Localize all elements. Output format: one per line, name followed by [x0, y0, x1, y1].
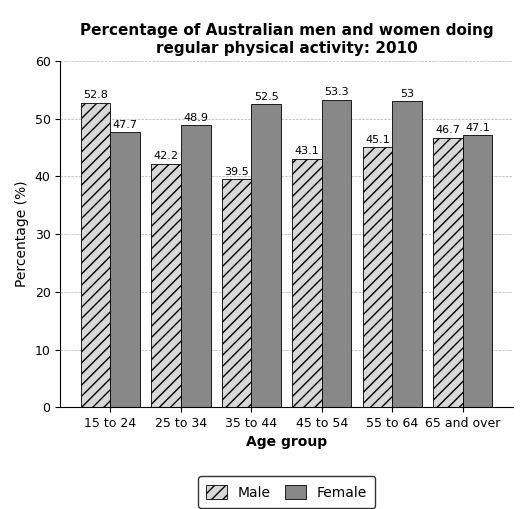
Y-axis label: Percentage (%): Percentage (%) [15, 181, 29, 288]
Bar [463, 135, 493, 407]
Text: 42.2: 42.2 [154, 152, 178, 161]
Bar [251, 104, 281, 407]
Bar [322, 100, 352, 407]
Text: 45.1: 45.1 [365, 135, 390, 145]
Text: 43.1: 43.1 [295, 146, 319, 156]
Legend: Male, Female: Male, Female [198, 476, 375, 508]
X-axis label: Age group: Age group [246, 436, 327, 449]
Text: 53: 53 [400, 89, 414, 99]
Bar [433, 138, 463, 407]
Text: 39.5: 39.5 [224, 167, 249, 177]
Bar [392, 101, 422, 407]
Bar [110, 132, 140, 407]
Text: 47.7: 47.7 [113, 120, 138, 130]
Text: 47.1: 47.1 [465, 123, 490, 133]
Bar [222, 179, 251, 407]
Bar [81, 103, 110, 407]
Text: 46.7: 46.7 [436, 126, 460, 135]
Text: 52.8: 52.8 [83, 90, 108, 100]
Bar [363, 147, 392, 407]
Text: 53.3: 53.3 [324, 88, 349, 97]
Bar [152, 164, 181, 407]
Bar [181, 125, 211, 407]
Title: Percentage of Australian men and women doing
regular physical activity: 2010: Percentage of Australian men and women d… [80, 23, 494, 56]
Bar [293, 159, 322, 407]
Text: 48.9: 48.9 [183, 113, 208, 123]
Text: 52.5: 52.5 [254, 92, 279, 102]
